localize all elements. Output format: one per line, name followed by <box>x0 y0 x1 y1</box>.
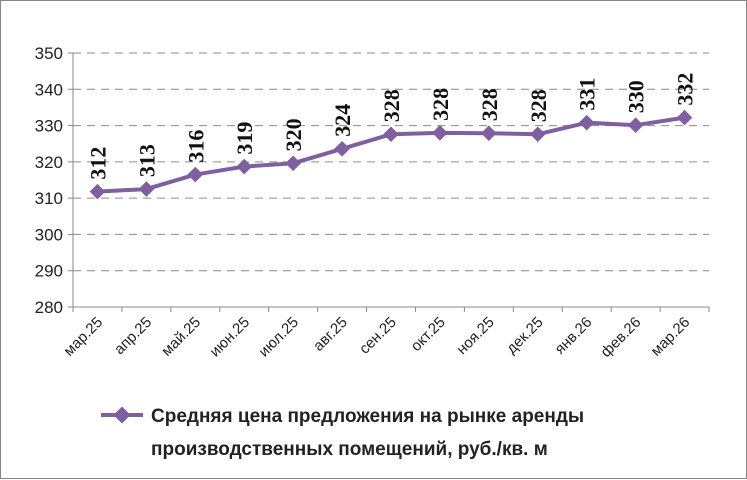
data-point-6 <box>383 126 399 143</box>
data-point-0 <box>89 183 106 200</box>
x-tick-label-12: мар.26 <box>648 314 694 360</box>
x-tick-label-3: июн.25 <box>207 314 254 361</box>
y-tick-label-350: 350 <box>35 44 63 63</box>
y-tick-label-290: 290 <box>35 262 63 281</box>
y-tick-label-310: 310 <box>35 189 63 208</box>
data-point-4 <box>285 155 301 172</box>
x-tick-label-11: фев.26 <box>597 314 644 361</box>
legend-label-line-2: производственных помещений, руб./кв. м <box>151 439 548 460</box>
x-tick-label-5: авг.25 <box>310 314 351 355</box>
data-label-9: 328 <box>526 89 551 122</box>
x-tick-label-10: янв.26 <box>552 314 596 358</box>
data-label-2: 316 <box>183 130 208 163</box>
x-tick-label-9: дек.25 <box>503 314 546 357</box>
legend: Средняя цена предложения на рынке аренды… <box>101 406 584 460</box>
data-point-3 <box>236 158 253 175</box>
x-tick-label-0: мар.25 <box>60 314 106 360</box>
data-point-9 <box>529 126 546 143</box>
x-tick-label-4: июл.25 <box>255 314 302 361</box>
data-label-7: 328 <box>428 88 453 121</box>
gridlines <box>73 52 709 272</box>
y-tick-label-340: 340 <box>35 80 63 99</box>
data-labels: 312 313 316 319 320 324 328 328 328 328 331 330 332 <box>85 73 697 180</box>
data-point-1 <box>138 181 155 197</box>
data-label-6: 328 <box>379 89 404 122</box>
data-point-11 <box>627 117 644 133</box>
y-tick-label-280: 280 <box>35 298 63 317</box>
x-tick-label-7: окт.25 <box>408 314 449 355</box>
data-point-8 <box>481 125 497 141</box>
y-axis-tick-labels: 280 290 300 310 320 330 340 350 <box>35 44 63 317</box>
legend-diamond-marker <box>113 406 131 424</box>
data-point-10 <box>578 114 595 131</box>
x-tick-label-2: май.25 <box>158 314 204 360</box>
x-tick-label-8: ноя.25 <box>453 314 497 358</box>
data-label-11: 330 <box>624 80 649 113</box>
legend-label-line-1: Средняя цена предложения на рынке аренды <box>151 406 584 427</box>
data-label-12: 332 <box>673 73 698 106</box>
data-point-2 <box>187 166 204 183</box>
data-point-7 <box>432 125 448 141</box>
data-label-3: 319 <box>232 122 257 155</box>
data-label-0: 312 <box>85 147 110 180</box>
x-tick-label-6: сен.25 <box>356 314 400 358</box>
y-tick-label-320: 320 <box>35 153 63 172</box>
y-tick-label-330: 330 <box>35 117 63 136</box>
x-tick-label-1: апр.25 <box>111 314 155 358</box>
y-tick-label-300: 300 <box>35 225 63 244</box>
axes <box>68 52 710 312</box>
data-point-5 <box>334 141 350 157</box>
data-label-10: 331 <box>575 78 600 111</box>
data-label-4: 320 <box>281 118 306 151</box>
x-axis-tick-labels: мар.25 апр.25 май.25 июн.25 июл.25 авг.25 сен.… <box>60 314 693 361</box>
data-label-8: 328 <box>477 88 502 121</box>
data-point-12 <box>676 109 693 126</box>
data-label-1: 313 <box>134 144 159 177</box>
data-label-5: 324 <box>330 104 355 137</box>
